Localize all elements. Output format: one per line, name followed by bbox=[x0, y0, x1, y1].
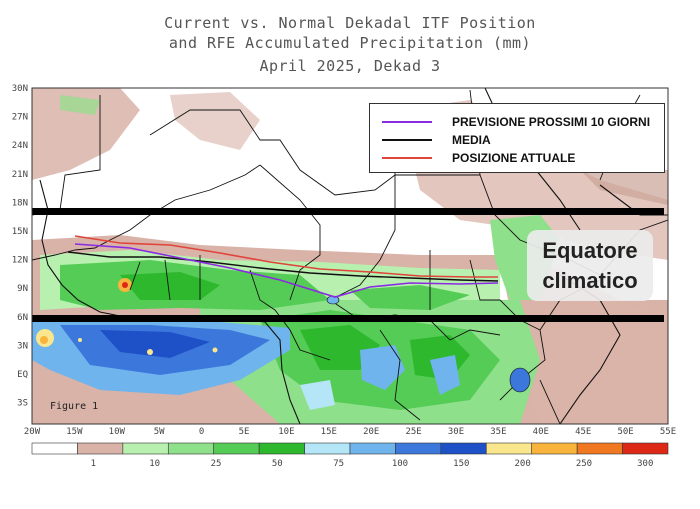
legend-label-forecast: PREVISIONE PROSSIMI 10 GIORNI bbox=[452, 115, 651, 129]
colorbar bbox=[31, 442, 669, 455]
lon-label: 20W bbox=[24, 427, 41, 437]
itf-current-line bbox=[74, 235, 498, 278]
lat-label: 15N bbox=[12, 227, 28, 237]
colorbar-cell bbox=[258, 442, 305, 455]
longitude-labels: 20W 15W 10W 5W 0 5E 10E 15E 20E 25E 30E 35E 40E 45E 50… bbox=[24, 427, 676, 437]
title-line-1: Current vs. Normal Dekadal ITF Position bbox=[164, 14, 536, 32]
colorbar-cell bbox=[576, 442, 623, 455]
lon-label: 10W bbox=[109, 427, 126, 437]
legend-label-normal: MEDIA bbox=[452, 133, 491, 147]
legend-row-normal: MEDIA bbox=[370, 132, 491, 148]
title-line-3: April 2025, Dekad 3 bbox=[259, 57, 441, 75]
climatic-equator-annotation: Equatore climatico bbox=[527, 230, 653, 301]
lon-label: 5W bbox=[154, 427, 165, 437]
colorbar-cell bbox=[213, 442, 260, 455]
itf-forecast-line bbox=[74, 243, 499, 298]
legend-swatch-forecast bbox=[382, 121, 432, 123]
legend-row-forecast: PREVISIONE PROSSIMI 10 GIORNI bbox=[370, 114, 650, 130]
lon-label: 10E bbox=[278, 427, 294, 437]
title-line-2: and RFE Accumulated Precipitation (mm) bbox=[168, 34, 532, 52]
annotation-line-2: climatico bbox=[542, 268, 638, 293]
colorbar-label: 200 bbox=[514, 459, 530, 469]
colorbar-labels: 1 10 25 50 75 100 150 200 250 300 bbox=[91, 459, 654, 469]
legend-swatch-normal bbox=[382, 139, 432, 141]
colorbar-label: 50 bbox=[272, 459, 283, 469]
legend-box: PREVISIONE PROSSIMI 10 GIORNI MEDIA POSI… bbox=[369, 103, 665, 173]
colorbar-cell bbox=[349, 442, 396, 455]
lon-label: 15W bbox=[66, 427, 83, 437]
lon-label: 30E bbox=[448, 427, 464, 437]
upper-band-line bbox=[32, 208, 664, 215]
lon-label: 5E bbox=[239, 427, 250, 437]
lat-label: 12N bbox=[12, 256, 28, 266]
colorbar-cell bbox=[485, 442, 533, 455]
itf-normal-line bbox=[67, 251, 499, 282]
lat-label: EQ bbox=[17, 370, 28, 380]
colorbar-cell bbox=[531, 442, 578, 455]
lat-label: 18N bbox=[12, 198, 28, 208]
lon-label: 40E bbox=[533, 427, 549, 437]
map-frame bbox=[31, 87, 669, 425]
colorbar-cell bbox=[77, 442, 124, 455]
lake-victoria bbox=[509, 367, 531, 393]
lon-label: 55E bbox=[660, 427, 676, 437]
colorbar-label: 10 bbox=[149, 459, 160, 469]
lon-label: 20E bbox=[363, 427, 379, 437]
colorbar-label: 250 bbox=[576, 459, 592, 469]
lat-label: 30N bbox=[12, 84, 28, 94]
lon-label: 15E bbox=[321, 427, 337, 437]
colorbar-label: 25 bbox=[211, 459, 222, 469]
figure-label: Figure 1 bbox=[50, 401, 98, 412]
latitude-labels: 30N 27N 24N 21N 18N 15N 12N 9N 6N 3N EQ 3S bbox=[12, 84, 28, 409]
lat-label: 9N bbox=[17, 284, 28, 294]
lower-band-line bbox=[32, 315, 664, 322]
colorbar-cell bbox=[622, 442, 669, 455]
colorbar-cell bbox=[167, 442, 215, 455]
lon-label: 50E bbox=[617, 427, 633, 437]
colorbar-cell bbox=[395, 442, 442, 455]
lat-label: 3N bbox=[17, 341, 28, 351]
lat-label: 3S bbox=[17, 399, 28, 409]
annotation-line-1: Equatore bbox=[542, 238, 638, 263]
lon-label: 25E bbox=[405, 427, 421, 437]
legend-row-current: POSIZIONE ATTUALE bbox=[370, 150, 575, 166]
colorbar-label: 1 bbox=[91, 459, 96, 469]
lon-label: 45E bbox=[575, 427, 591, 437]
lat-label: 27N bbox=[12, 113, 28, 123]
lon-label: 0 bbox=[199, 427, 204, 437]
legend-label-current: POSIZIONE ATTUALE bbox=[452, 151, 576, 165]
lon-label: 35E bbox=[490, 427, 506, 437]
colorbar-label: 75 bbox=[333, 459, 344, 469]
lat-label: 6N bbox=[17, 313, 28, 323]
colorbar-label: 100 bbox=[392, 459, 408, 469]
colorbar-label: 300 bbox=[637, 459, 653, 469]
colorbar-label: 150 bbox=[453, 459, 469, 469]
colorbar-cell bbox=[304, 442, 351, 455]
colorbar-cell bbox=[122, 442, 169, 455]
legend-swatch-current bbox=[382, 157, 432, 159]
lat-label: 24N bbox=[12, 141, 28, 151]
colorbar-cell bbox=[31, 442, 78, 455]
colorbar-cell bbox=[440, 442, 487, 455]
lat-label: 21N bbox=[12, 170, 28, 180]
